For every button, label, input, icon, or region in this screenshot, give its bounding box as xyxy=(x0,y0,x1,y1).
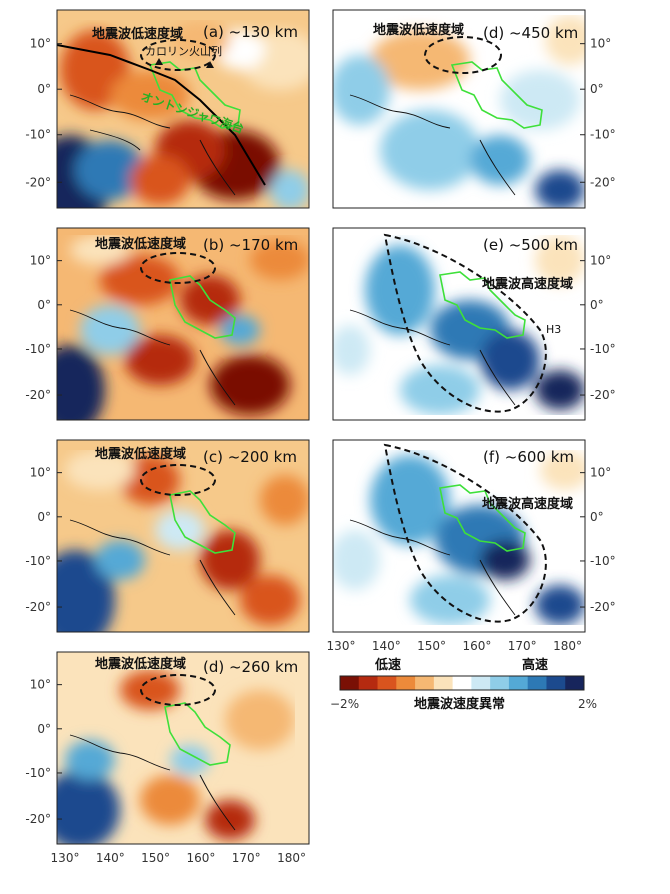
panel-f-title: (f) ~600 km xyxy=(483,448,574,466)
lon-tick: 140° xyxy=(96,851,125,865)
latitude-axis-right: 10° 0° -10° -20° 10° 0° -10° -20° 10° 0° -10° -20° xyxy=(580,37,616,614)
panel-c: 地震波低速度域 (c) ~200 km xyxy=(56,439,310,633)
lat-tick-right: -10° xyxy=(590,128,616,142)
lat-tick-left: -20° xyxy=(25,812,51,826)
lat-tick-left: -20° xyxy=(25,388,51,402)
panel-a-title: (a) ~130 km xyxy=(203,23,298,41)
lon-tick: 170° xyxy=(232,851,261,865)
longitude-axis-right-column: 130° 140° 150° 160° 170° 180° xyxy=(327,639,582,653)
colorbar: 低速 高速 −2% 地震波速度異常 2% xyxy=(330,657,597,712)
lon-tick: 180° xyxy=(553,639,582,653)
lat-tick-left: -20° xyxy=(25,600,51,614)
colorbar-swatch xyxy=(490,676,510,690)
lat-tick-right: -20° xyxy=(590,388,616,402)
panel-e-label: 地震波高速度域 xyxy=(482,276,573,292)
panel-d260-title: (d) ~260 km xyxy=(203,658,298,676)
lat-tick-right: 0° xyxy=(590,510,604,524)
lat-tick-left: -10° xyxy=(25,554,51,568)
lon-tick: 130° xyxy=(327,639,356,653)
lat-tick-left: 0° xyxy=(37,298,51,312)
lat-tick-left: 0° xyxy=(37,82,51,96)
lat-tick-right: 10° xyxy=(590,37,611,51)
lon-tick: 160° xyxy=(186,851,215,865)
lat-tick-right: -20° xyxy=(590,600,616,614)
lat-tick-right: -10° xyxy=(590,342,616,356)
lat-tick-right: 10° xyxy=(590,254,611,268)
panel-d450-label: 地震波低速度域 xyxy=(373,22,464,38)
colorbar-max: 2% xyxy=(578,697,597,711)
panel-e-title: (e) ~500 km xyxy=(483,236,578,254)
panel-b-title: (b) ~170 km xyxy=(203,236,298,254)
lon-tick: 170° xyxy=(508,639,537,653)
colorbar-swatch xyxy=(452,676,472,690)
lat-tick-left: 0° xyxy=(37,510,51,524)
lat-tick-left: 0° xyxy=(37,722,51,736)
panel-e-h3-label: H3 xyxy=(546,323,561,336)
panel-c-title: (c) ~200 km xyxy=(203,448,297,466)
panel-b-label: 地震波低速度域 xyxy=(95,236,186,252)
lon-tick: 160° xyxy=(462,639,491,653)
colorbar-right-label: 高速 xyxy=(522,657,548,673)
lat-tick-left: 10° xyxy=(30,254,51,268)
colorbar-swatch xyxy=(433,676,454,690)
panel-d-260: 地震波低速度域 (d) ~260 km xyxy=(56,651,310,845)
panel-d260-label: 地震波低速度域 xyxy=(95,656,186,672)
colorbar-swatch xyxy=(546,676,566,690)
lat-tick-left: -10° xyxy=(25,128,51,142)
lat-tick-left: -10° xyxy=(25,766,51,780)
lon-tick: 150° xyxy=(141,851,170,865)
latitude-axis-left: 10° 0° -10° -20° 10° 0° -10° -20° 10° 0° -10° -20° 1… xyxy=(25,37,62,826)
lat-tick-right: 0° xyxy=(590,298,604,312)
colorbar-swatch xyxy=(527,676,547,690)
panel-d-450: 地震波低速度域 (d) ~450 km xyxy=(332,9,586,209)
panel-f-label: 地震波高速度域 xyxy=(482,496,573,512)
colorbar-swatch xyxy=(396,676,416,690)
panel-e: (e) ~500 km 地震波高速度域 H3 xyxy=(332,227,586,421)
lon-tick: 130° xyxy=(51,851,80,865)
panel-a-label: 地震波低速度域 xyxy=(92,26,183,42)
colorbar-swatch xyxy=(377,676,397,690)
lat-tick-right: 10° xyxy=(590,466,611,480)
lon-tick: 150° xyxy=(417,639,446,653)
colorbar-swatch xyxy=(565,676,585,690)
lat-tick-right: -10° xyxy=(590,554,616,568)
panel-f: (f) ~600 km 地震波高速度域 xyxy=(332,439,586,633)
panel-d450-title: (d) ~450 km xyxy=(483,24,578,42)
lon-tick: 140° xyxy=(372,639,401,653)
colorbar-swatch xyxy=(415,676,435,690)
lat-tick-right: 0° xyxy=(590,82,604,96)
colorbar-swatch xyxy=(471,676,491,690)
colorbar-min: −2% xyxy=(330,697,359,711)
colorbar-swatch xyxy=(508,676,529,690)
panel-a: 地震波低速度域 (a) ~130 km カロリン火山列 オントンジャワ海台 xyxy=(56,9,310,209)
colorbar-swatches xyxy=(340,676,585,690)
colorbar-swatch xyxy=(358,676,379,690)
lat-tick-left: -20° xyxy=(25,175,51,189)
lon-tick: 180° xyxy=(277,851,306,865)
longitude-axis-left-column: 130° 140° 150° 160° 170° 180° xyxy=(51,851,306,865)
lat-tick-left: 10° xyxy=(30,466,51,480)
lat-tick-left: 10° xyxy=(30,678,51,692)
lat-tick-left: -10° xyxy=(25,342,51,356)
colorbar-title: 地震波速度異常 xyxy=(414,696,505,712)
lat-tick-left: 10° xyxy=(30,37,51,51)
colorbar-swatch xyxy=(340,676,360,690)
colorbar-left-label: 低速 xyxy=(374,657,401,673)
panel-a-arc-label: カロリン火山列 xyxy=(145,44,222,58)
panel-c-label: 地震波低速度域 xyxy=(95,446,186,462)
lat-tick-right: -20° xyxy=(590,175,616,189)
panel-b: 地震波低速度域 (b) ~170 km xyxy=(56,227,310,421)
